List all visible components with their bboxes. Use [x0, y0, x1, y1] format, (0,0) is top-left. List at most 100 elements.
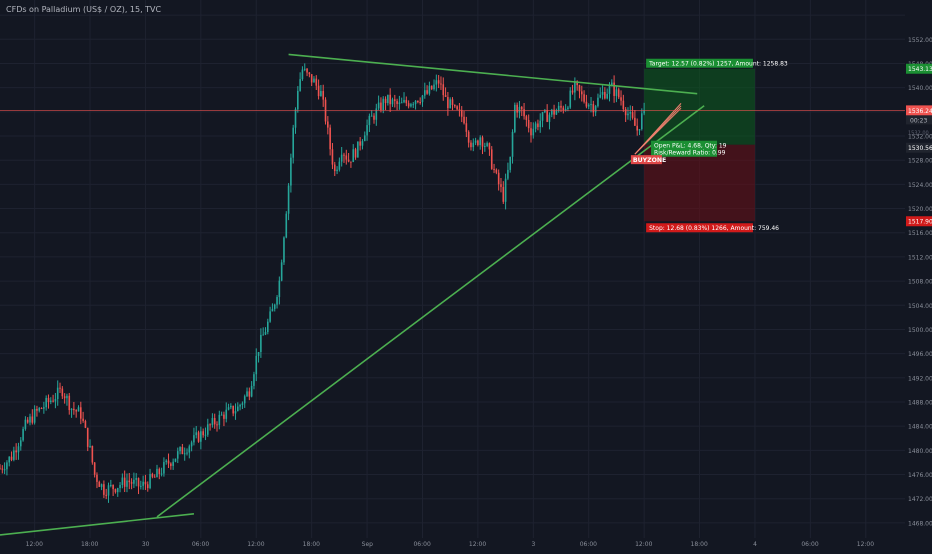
candle-body: [283, 237, 285, 263]
candle-body: [250, 385, 253, 397]
y-tick-label: 1528.00: [908, 158, 932, 165]
y-tick-label: 1496.00: [908, 351, 932, 358]
candle-body: [562, 107, 565, 111]
candle-body: [1, 468, 4, 470]
candle-body: [294, 109, 297, 128]
candle-body: [68, 395, 71, 411]
candle-body: [130, 482, 133, 484]
candle-body: [380, 102, 382, 111]
candle-body: [66, 395, 68, 399]
candle-body: [276, 297, 278, 305]
candle-body: [181, 447, 184, 455]
candle-body: [126, 480, 128, 487]
candle-body: [306, 68, 308, 73]
risk-reward-label: Risk/Reward Ratio: 0.99: [654, 150, 726, 157]
candle-body: [163, 462, 165, 474]
candle-body: [373, 115, 375, 120]
candle-body: [495, 169, 498, 173]
y-tick-label: 1472.00: [908, 496, 932, 503]
x-tick-label: 18:00: [81, 541, 98, 548]
candle-body: [608, 86, 611, 94]
candle-body: [537, 123, 539, 128]
candle-body: [636, 125, 639, 131]
candle-body: [437, 80, 440, 84]
candle-body: [54, 398, 57, 402]
candle-body: [56, 387, 59, 399]
candle-body: [560, 105, 562, 108]
candle-body: [574, 81, 576, 93]
buyzone-badge-bg: [630, 155, 662, 165]
candle-body: [405, 99, 408, 104]
candle-body: [197, 432, 200, 442]
x-tick-label: 4: [753, 541, 757, 548]
candle-body: [239, 404, 241, 407]
candle-body: [70, 408, 73, 411]
candle-body: [463, 116, 465, 124]
candle-body: [541, 112, 544, 121]
candle-body: [548, 114, 551, 122]
candle-body: [243, 396, 246, 404]
candle-body: [176, 451, 179, 459]
candle-body: [555, 110, 558, 115]
candle-body: [486, 143, 488, 146]
candle-body: [435, 80, 438, 85]
candle-body: [523, 109, 525, 117]
candle-body: [156, 468, 158, 478]
x-tick-label: Sep: [362, 541, 374, 548]
candle-body: [262, 334, 264, 336]
candle-body: [490, 149, 493, 169]
x-tick-label: 06:00: [580, 541, 597, 548]
x-tick-label: 06:00: [413, 541, 430, 548]
candle-body: [585, 101, 588, 107]
candle-body: [19, 440, 22, 447]
candle-body: [470, 142, 472, 148]
candle-body: [447, 97, 449, 109]
candle-body: [260, 334, 262, 353]
candle-body: [116, 488, 119, 493]
candle-body: [160, 473, 163, 475]
candle-body: [571, 90, 574, 93]
candle-body: [223, 414, 225, 419]
trendline-lower-support: [0, 513, 195, 536]
y-tick-label: 1476.00: [908, 472, 932, 479]
x-tick-label: 30: [142, 541, 150, 548]
candle-body: [417, 100, 419, 103]
x-tick-label: 3: [532, 541, 536, 548]
candle-body: [218, 414, 221, 426]
candle-body: [135, 478, 138, 480]
candle-body: [38, 408, 41, 411]
y-tick-label: 1504.00: [908, 303, 932, 310]
candle-body: [253, 374, 255, 386]
candle-body: [520, 107, 523, 110]
candle-body: [225, 409, 228, 419]
y-tick-label: 1508.00: [908, 279, 932, 286]
candle-body: [634, 117, 636, 126]
candle-body: [61, 388, 64, 397]
candle-body: [216, 424, 218, 426]
candle-body: [84, 421, 87, 428]
candle-body: [183, 453, 186, 455]
candle-body: [73, 408, 75, 411]
candle-body: [451, 99, 454, 106]
candle-body: [264, 331, 267, 335]
candle-body: [352, 149, 355, 163]
candle-body: [292, 127, 295, 158]
candle-body: [597, 97, 599, 107]
candle-body: [297, 90, 299, 110]
candle-body: [423, 90, 426, 96]
candle-body: [333, 164, 336, 172]
target-label-bg: [646, 58, 753, 68]
entry-price-label: 1530.56: [908, 145, 932, 152]
candle-body: [400, 102, 403, 104]
candle-body: [587, 104, 590, 107]
candle-body: [144, 481, 147, 485]
candle-body: [89, 445, 91, 447]
candle-body: [631, 112, 634, 118]
candle-body: [368, 115, 371, 126]
candle-body: [601, 91, 604, 95]
target-label: Target: 12.57 (0.82%) 1257, Amount: 1258…: [648, 61, 788, 68]
candle-body: [121, 477, 124, 486]
